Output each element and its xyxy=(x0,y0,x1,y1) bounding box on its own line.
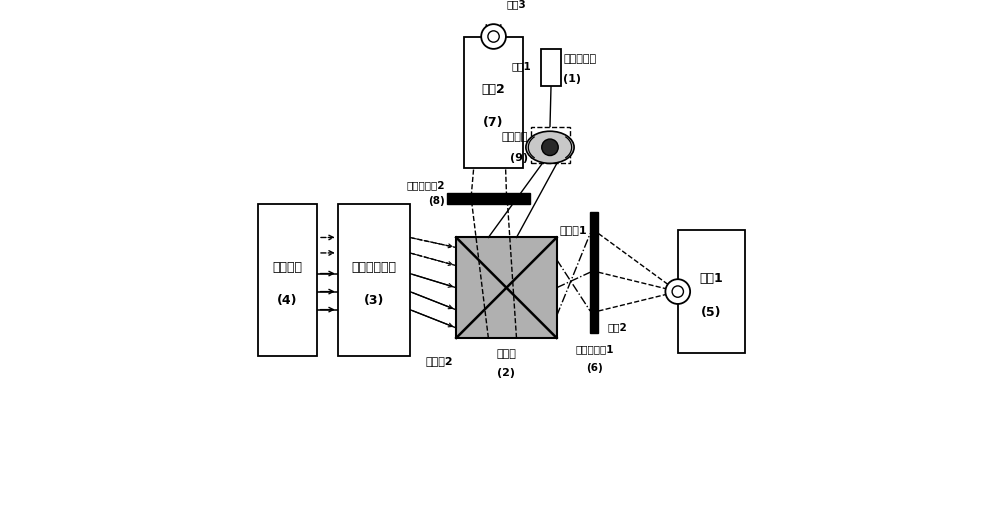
Circle shape xyxy=(542,139,558,155)
Text: (4): (4) xyxy=(277,294,298,307)
Circle shape xyxy=(481,24,506,49)
Text: 光束1: 光束1 xyxy=(512,61,531,71)
Text: 光束3: 光束3 xyxy=(506,0,526,10)
Text: 光束2: 光束2 xyxy=(608,323,627,332)
Text: 分束镜: 分束镜 xyxy=(497,349,516,359)
Bar xyxy=(590,211,598,333)
Circle shape xyxy=(488,31,499,42)
Bar xyxy=(531,127,570,163)
Bar xyxy=(456,237,557,338)
Bar xyxy=(447,192,530,204)
Text: 星敏感器: 星敏感器 xyxy=(272,261,302,273)
Bar xyxy=(541,49,561,86)
Bar xyxy=(258,204,317,356)
Text: (6): (6) xyxy=(586,363,603,373)
Ellipse shape xyxy=(526,131,574,163)
Text: 光纤点光源: 光纤点光源 xyxy=(563,54,597,64)
Bar xyxy=(464,37,523,168)
Text: 成像镜组: 成像镜组 xyxy=(502,132,528,142)
Circle shape xyxy=(672,286,683,297)
Text: 星点分划杈1: 星点分划杈1 xyxy=(575,344,614,354)
Text: (2): (2) xyxy=(497,368,515,378)
Text: 分光面2: 分光面2 xyxy=(426,356,454,366)
Bar xyxy=(338,204,410,356)
Text: (5): (5) xyxy=(701,306,722,319)
Text: 分光面1: 分光面1 xyxy=(559,225,587,235)
Text: (8): (8) xyxy=(428,197,445,206)
Text: (9): (9) xyxy=(510,153,528,163)
Text: (7): (7) xyxy=(483,116,504,129)
Text: 光源2: 光源2 xyxy=(482,83,505,96)
Text: (1): (1) xyxy=(563,74,581,84)
Text: 星点分划杈2: 星点分划杈2 xyxy=(406,180,445,190)
Text: 光源1: 光源1 xyxy=(699,272,723,285)
Text: 准直成像系统: 准直成像系统 xyxy=(351,261,396,273)
Bar xyxy=(678,229,745,354)
Text: (3): (3) xyxy=(364,294,384,307)
Circle shape xyxy=(665,279,690,304)
